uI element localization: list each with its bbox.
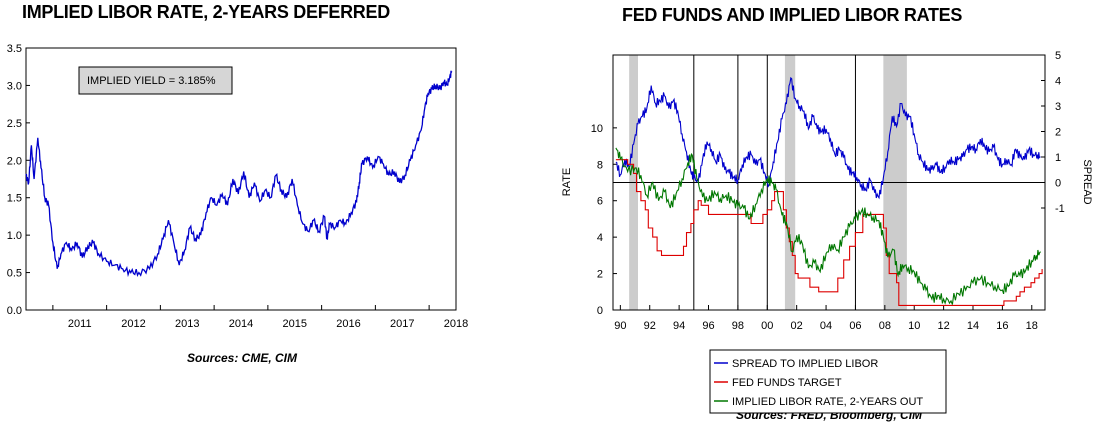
left-x-tick-label: 2011 xyxy=(68,318,92,330)
legend-box xyxy=(709,349,947,414)
fed-funds-target-line xyxy=(615,159,1043,306)
left-x-tick-label: 2018 xyxy=(444,318,468,330)
right-x-tick-label: 96 xyxy=(702,320,714,332)
right-x-tick-label: 90 xyxy=(614,320,626,332)
right-x-tick-label: 04 xyxy=(820,320,832,332)
rate-axis-label: RATE xyxy=(561,168,573,197)
spread-y-tick-label: 5 xyxy=(1055,50,1061,62)
spread-y-tick-label: -1 xyxy=(1055,203,1065,215)
legend-entry: FED FUNDS TARGET xyxy=(732,377,842,389)
left-x-tick-label: 2012 xyxy=(121,318,145,330)
left-x-tick-label: 2016 xyxy=(336,318,360,330)
left-chart: 0.0 0.5 1.0 1.5 2.0 2.5 3.0 3.5 2011 2012 2013 201… xyxy=(7,43,469,330)
right-x-tick-label: 00 xyxy=(761,320,773,332)
left-y-tick-label: 1.5 xyxy=(7,193,22,205)
spread-y-tick-label: 1 xyxy=(1055,152,1061,164)
spread-y-tick-label: 3 xyxy=(1055,101,1061,113)
left-y-tick-label: 3.0 xyxy=(7,80,22,92)
rate-y-tick-label: 6 xyxy=(597,196,603,208)
spread-y-tick-label: 4 xyxy=(1055,76,1061,88)
left-x-tick-label: 2015 xyxy=(283,318,307,330)
right-x-tick-label: 92 xyxy=(644,320,656,332)
right-chart-title: FED FUNDS AND IMPLIED LIBOR RATES xyxy=(622,5,963,25)
left-x-tick-label: 2014 xyxy=(229,318,253,330)
right-x-tick-label: 14 xyxy=(967,320,979,332)
left-y-tick-label: 1.0 xyxy=(7,230,22,242)
left-y-tick-label: 2.0 xyxy=(7,155,22,167)
implied-libor-rate-2-years-out-line xyxy=(615,147,1041,305)
left-y-tick-label: 3.5 xyxy=(7,43,22,55)
right-x-tick-label: 94 xyxy=(673,320,685,332)
left-plot-frame xyxy=(25,47,457,311)
rate-y-tick-label: 8 xyxy=(597,159,603,171)
rate-y-tick-label: 10 xyxy=(591,123,603,135)
implied-libor-line xyxy=(25,70,453,278)
spread-y-tick-label: 0 xyxy=(1055,178,1061,190)
left-x-tick-label: 2017 xyxy=(390,318,414,330)
right-x-tick-label: 02 xyxy=(791,320,803,332)
rate-y-tick-label: 4 xyxy=(597,232,603,244)
right-x-tick-label: 12 xyxy=(937,320,949,332)
right-x-tick-label: 10 xyxy=(908,320,920,332)
right-x-tick-label: 18 xyxy=(1026,320,1038,332)
rate-y-tick-label: 0 xyxy=(597,305,603,317)
left-y-tick-label: 2.5 xyxy=(7,118,22,130)
right-x-tick-label: 06 xyxy=(849,320,861,332)
left-y-tick-label: 0.0 xyxy=(7,305,22,317)
right-x-tick-label: 98 xyxy=(732,320,744,332)
legend: SPREAD TO IMPLIED LIBOR FED FUNDS TARGET I… xyxy=(709,349,947,414)
left-chart-title: IMPLIED LIBOR RATE, 2-YEARS DEFERRED xyxy=(22,2,390,22)
implied-yield-annotation-box xyxy=(78,66,233,95)
spread-to-implied-libor-line xyxy=(615,76,1041,200)
legend-entry: SPREAD TO IMPLIED LIBOR xyxy=(732,358,878,370)
left-x-tick-label: 2013 xyxy=(175,318,199,330)
legend-entry: IMPLIED LIBOR RATE, 2-YEARS OUT xyxy=(732,396,923,408)
rate-y-tick-label: 2 xyxy=(597,269,603,281)
spread-y-tick-label: 2 xyxy=(1055,127,1061,139)
left-y-tick-label: 0.5 xyxy=(7,268,22,280)
spread-axis-label: SPREAD xyxy=(1081,159,1093,204)
left-chart-source: Sources: CME, CIM xyxy=(187,351,298,365)
right-x-tick-label: 08 xyxy=(879,320,891,332)
right-x-tick-label: 16 xyxy=(996,320,1008,332)
implied-yield-annotation: IMPLIED YIELD = 3.185% xyxy=(87,75,216,87)
